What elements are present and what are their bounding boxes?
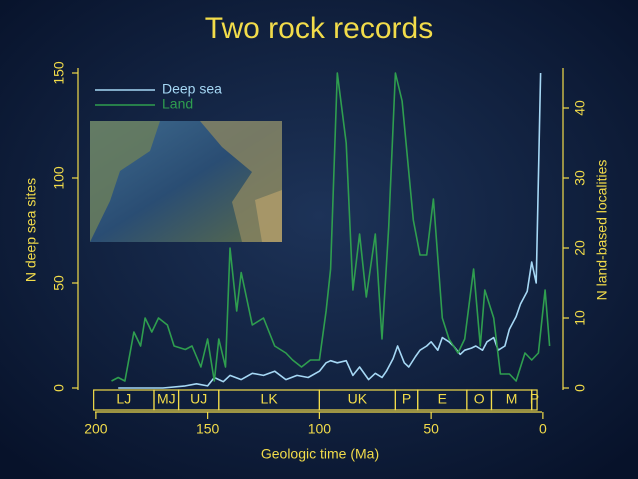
x-tick-label: 150 xyxy=(196,421,220,437)
legend-label: Land xyxy=(162,96,193,112)
period-label: O xyxy=(474,391,485,407)
period-label: P xyxy=(530,391,539,407)
x-axis-label: Geologic time (Ma) xyxy=(261,446,379,462)
y2-tick-label: 0 xyxy=(572,384,588,392)
period-label: MJ xyxy=(157,391,176,407)
y2-axis-label: N land-based localities xyxy=(594,160,610,301)
y-tick-label: 150 xyxy=(51,61,67,85)
period-label: P xyxy=(402,391,411,407)
series-line xyxy=(118,72,542,389)
y-tick-label: 0 xyxy=(51,384,67,392)
x-tick-label: 100 xyxy=(308,421,332,437)
y-axis-label: N deep sea sites xyxy=(23,178,39,282)
x-tick-label: 50 xyxy=(423,421,439,437)
period-label: E xyxy=(438,391,447,407)
period-label: UJ xyxy=(190,391,207,407)
period-label: M xyxy=(506,391,518,407)
legend-label: Deep sea xyxy=(162,81,222,97)
period-label: LK xyxy=(261,391,279,407)
y2-tick-label: 20 xyxy=(572,240,588,256)
period-box xyxy=(531,389,538,411)
x-tick-label: 0 xyxy=(539,421,547,437)
y-tick-label: 100 xyxy=(51,166,67,190)
chart-title: Two rock records xyxy=(205,12,433,45)
x-tick-label: 200 xyxy=(84,421,108,437)
y2-tick-label: 10 xyxy=(572,310,588,326)
period-label: LJ xyxy=(116,391,131,407)
period-label: UK xyxy=(348,391,368,407)
series-line xyxy=(111,72,551,382)
map-inset xyxy=(90,121,282,242)
y-tick-label: 50 xyxy=(51,275,67,291)
y2-tick-label: 30 xyxy=(572,170,588,186)
y2-tick-label: 40 xyxy=(572,100,588,116)
